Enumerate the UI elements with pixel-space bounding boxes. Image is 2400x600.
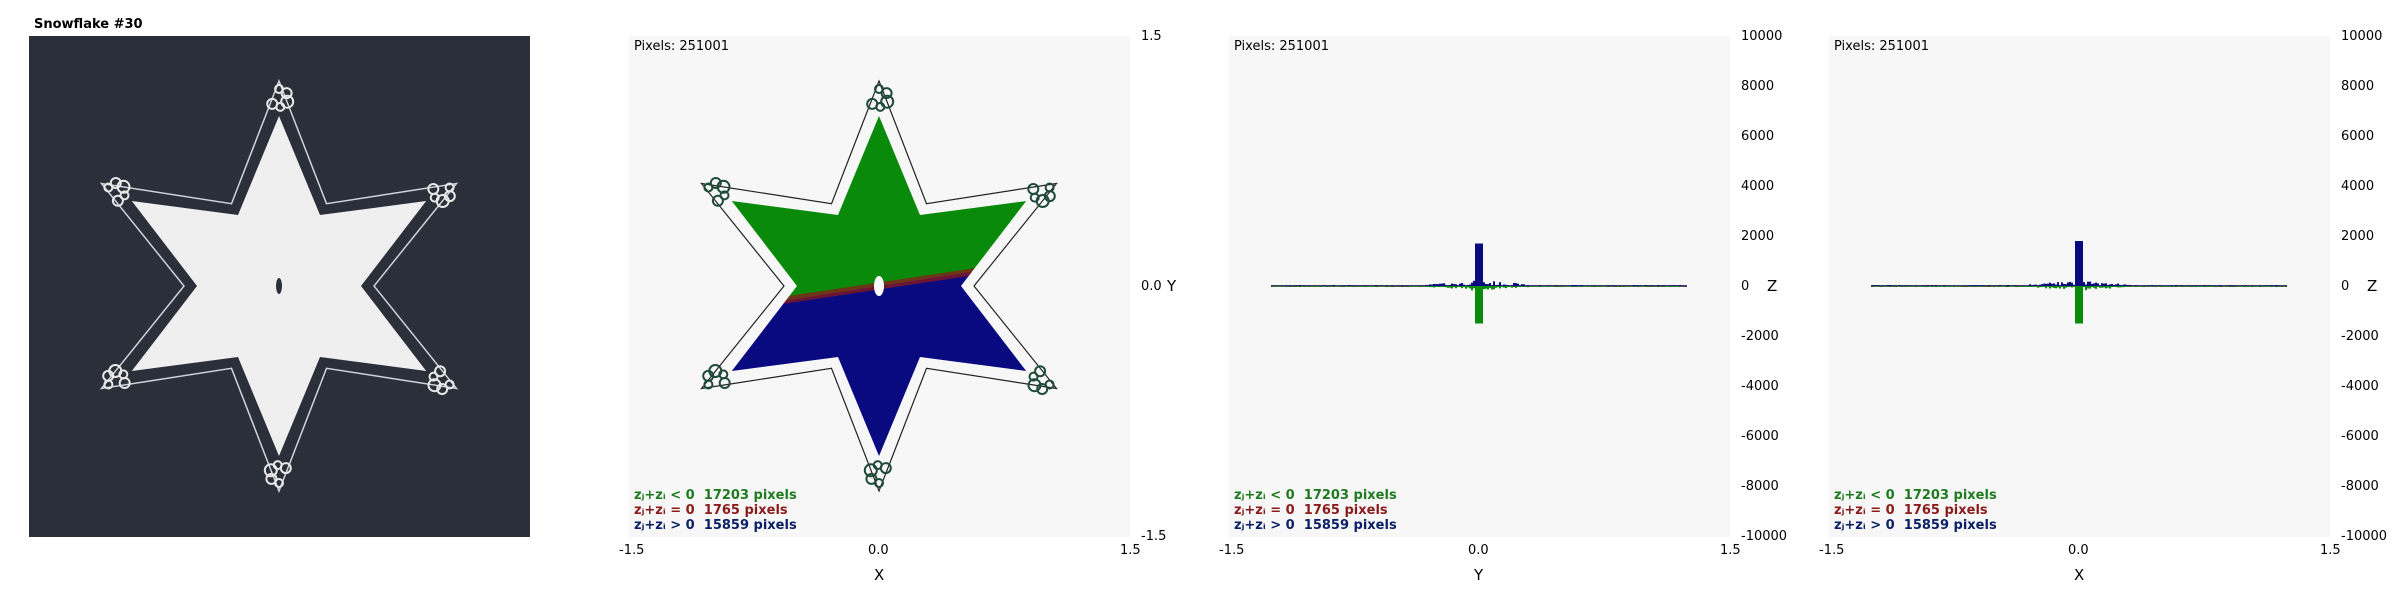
x-tick-min: -1.5 [1819, 543, 1845, 558]
z-tick: 6000 [2341, 129, 2375, 144]
plot-xy-canvas [700, 79, 1058, 493]
legend-positive: zⱼ+zᵢ > 0 15859 pixels [1234, 518, 1397, 533]
y-axis-label: Y [1167, 277, 1177, 295]
snowflake-tip [709, 177, 722, 189]
plot-yz-legend: zⱼ+zᵢ < 0 17203 pixels zⱼ+zᵢ = 0 1765 pi… [1234, 488, 1397, 533]
z-tick: 8000 [1741, 79, 1775, 94]
x-axis-label: X [874, 566, 885, 584]
plot-xy-outline [700, 79, 1058, 493]
snowflake-tip [280, 94, 295, 109]
snowflake-tip [1034, 365, 1047, 378]
snowflake-tip [111, 194, 124, 207]
y-tick-bottom: -1.5 [1141, 529, 1167, 544]
snowflake-tip [265, 472, 278, 485]
x-tick-mid: 0.0 [868, 543, 889, 558]
z-axis-label: Z [1767, 277, 1778, 295]
snowflake-tip [427, 378, 442, 393]
z-tick: -10000 [1741, 529, 1788, 544]
x-tick-min: -1.5 [619, 543, 645, 558]
z-tick: 4000 [2341, 179, 2375, 194]
snowflake-tip [427, 183, 440, 195]
plot-xy-center [874, 276, 884, 296]
plot-xz-pixels: Pixels: 251001 [1834, 39, 1929, 54]
snowflake-tip [711, 194, 724, 207]
legend-positive: zⱼ+zᵢ > 0 15859 pixels [1834, 518, 1997, 533]
z-tick: 6000 [1741, 129, 1775, 144]
x-tick-mid: 0.0 [2068, 543, 2089, 558]
snowflake-tip [879, 462, 892, 475]
z-tick: -4000 [2341, 379, 2379, 394]
z-axis-label: Z [2367, 277, 2378, 295]
snowflake-tip [434, 365, 447, 378]
z-tick: -8000 [1741, 479, 1779, 494]
z-tick: -6000 [2341, 429, 2379, 444]
snowflake-tip [866, 97, 879, 110]
snowflake-tip [1036, 383, 1049, 395]
panel1-title: Snowflake #30 [34, 17, 143, 32]
snowflake-tip [1027, 183, 1040, 195]
legend-negative: zⱼ+zᵢ < 0 17203 pixels [1834, 488, 1997, 503]
z-tick: -4000 [1741, 379, 1779, 394]
z-tick: 2000 [1741, 229, 1775, 244]
z-tick: 8000 [2341, 79, 2375, 94]
x-tick-max: 1.5 [1120, 543, 1141, 558]
snowflake-tip [718, 377, 731, 389]
plot-xz-canvas [1871, 241, 2287, 324]
z-tick: 10000 [1741, 29, 1783, 44]
snowflake-tip [279, 462, 292, 475]
snowflake-tip [1027, 378, 1042, 393]
legend-positive: zⱼ+zᵢ > 0 15859 pixels [634, 518, 797, 533]
z-tick: 0 [1741, 279, 1750, 294]
plot-xy-legend: zⱼ+zᵢ < 0 17203 pixels zⱼ+zᵢ = 0 1765 pi… [634, 488, 797, 533]
x-tick-max: 1.5 [2320, 543, 2341, 558]
x-tick-min: -1.5 [1219, 543, 1245, 558]
legend-zero: zⱼ+zᵢ = 0 1765 pixels [1234, 503, 1388, 518]
snowflake-tip [263, 463, 278, 478]
z-tick: -10000 [2341, 529, 2388, 544]
z-tick: 2000 [2341, 229, 2375, 244]
legend-negative: zⱼ+zᵢ < 0 17203 pixels [634, 488, 797, 503]
snowflake-image-area [29, 36, 530, 537]
plot-xz-legend: zⱼ+zᵢ < 0 17203 pixels zⱼ+zᵢ = 0 1765 pi… [1834, 488, 1997, 533]
z-tick: -8000 [2341, 479, 2379, 494]
plot-yz-pixels: Pixels: 251001 [1234, 39, 1329, 54]
snowflake-tip [880, 87, 893, 100]
legend-zero: zⱼ+zᵢ = 0 1765 pixels [1834, 503, 1988, 518]
plot-xy-pixels: Pixels: 251001 [634, 39, 729, 54]
z-tick: -2000 [2341, 329, 2379, 344]
snowflake-center [276, 278, 282, 294]
snowflake-tip [266, 97, 279, 110]
z-tick: -6000 [1741, 429, 1779, 444]
snowflake-outline [99, 78, 459, 494]
snowflake-image [99, 78, 459, 494]
x-axis-label: X [2074, 566, 2085, 584]
snowflake-tip [880, 94, 895, 109]
legend-zero: zⱼ+zᵢ = 0 1765 pixels [634, 503, 788, 518]
y-tick-mid: 0.0 [1141, 279, 1162, 294]
z-tick: 10000 [2341, 29, 2383, 44]
x-axis-label: Y [1474, 566, 1484, 584]
z-tick: 4000 [1741, 179, 1775, 194]
snowflake-tip [116, 179, 131, 194]
x-tick-mid: 0.0 [1468, 543, 1489, 558]
snowflake-tip [436, 383, 449, 395]
snowflake-tip [716, 179, 731, 194]
plot-yz-canvas [1271, 243, 1687, 324]
snowflake-tip [863, 463, 878, 478]
snowflake-tip [109, 177, 122, 189]
snowflake-tip [865, 472, 878, 485]
legend-negative: zⱼ+zᵢ < 0 17203 pixels [1234, 488, 1397, 503]
z-tick: -2000 [1741, 329, 1779, 344]
z-tick: 0 [2341, 279, 2350, 294]
y-tick-top: 1.5 [1141, 29, 1162, 44]
snowflake-tip [118, 377, 131, 389]
snowflake-tip [280, 87, 293, 100]
x-tick-max: 1.5 [1720, 543, 1741, 558]
